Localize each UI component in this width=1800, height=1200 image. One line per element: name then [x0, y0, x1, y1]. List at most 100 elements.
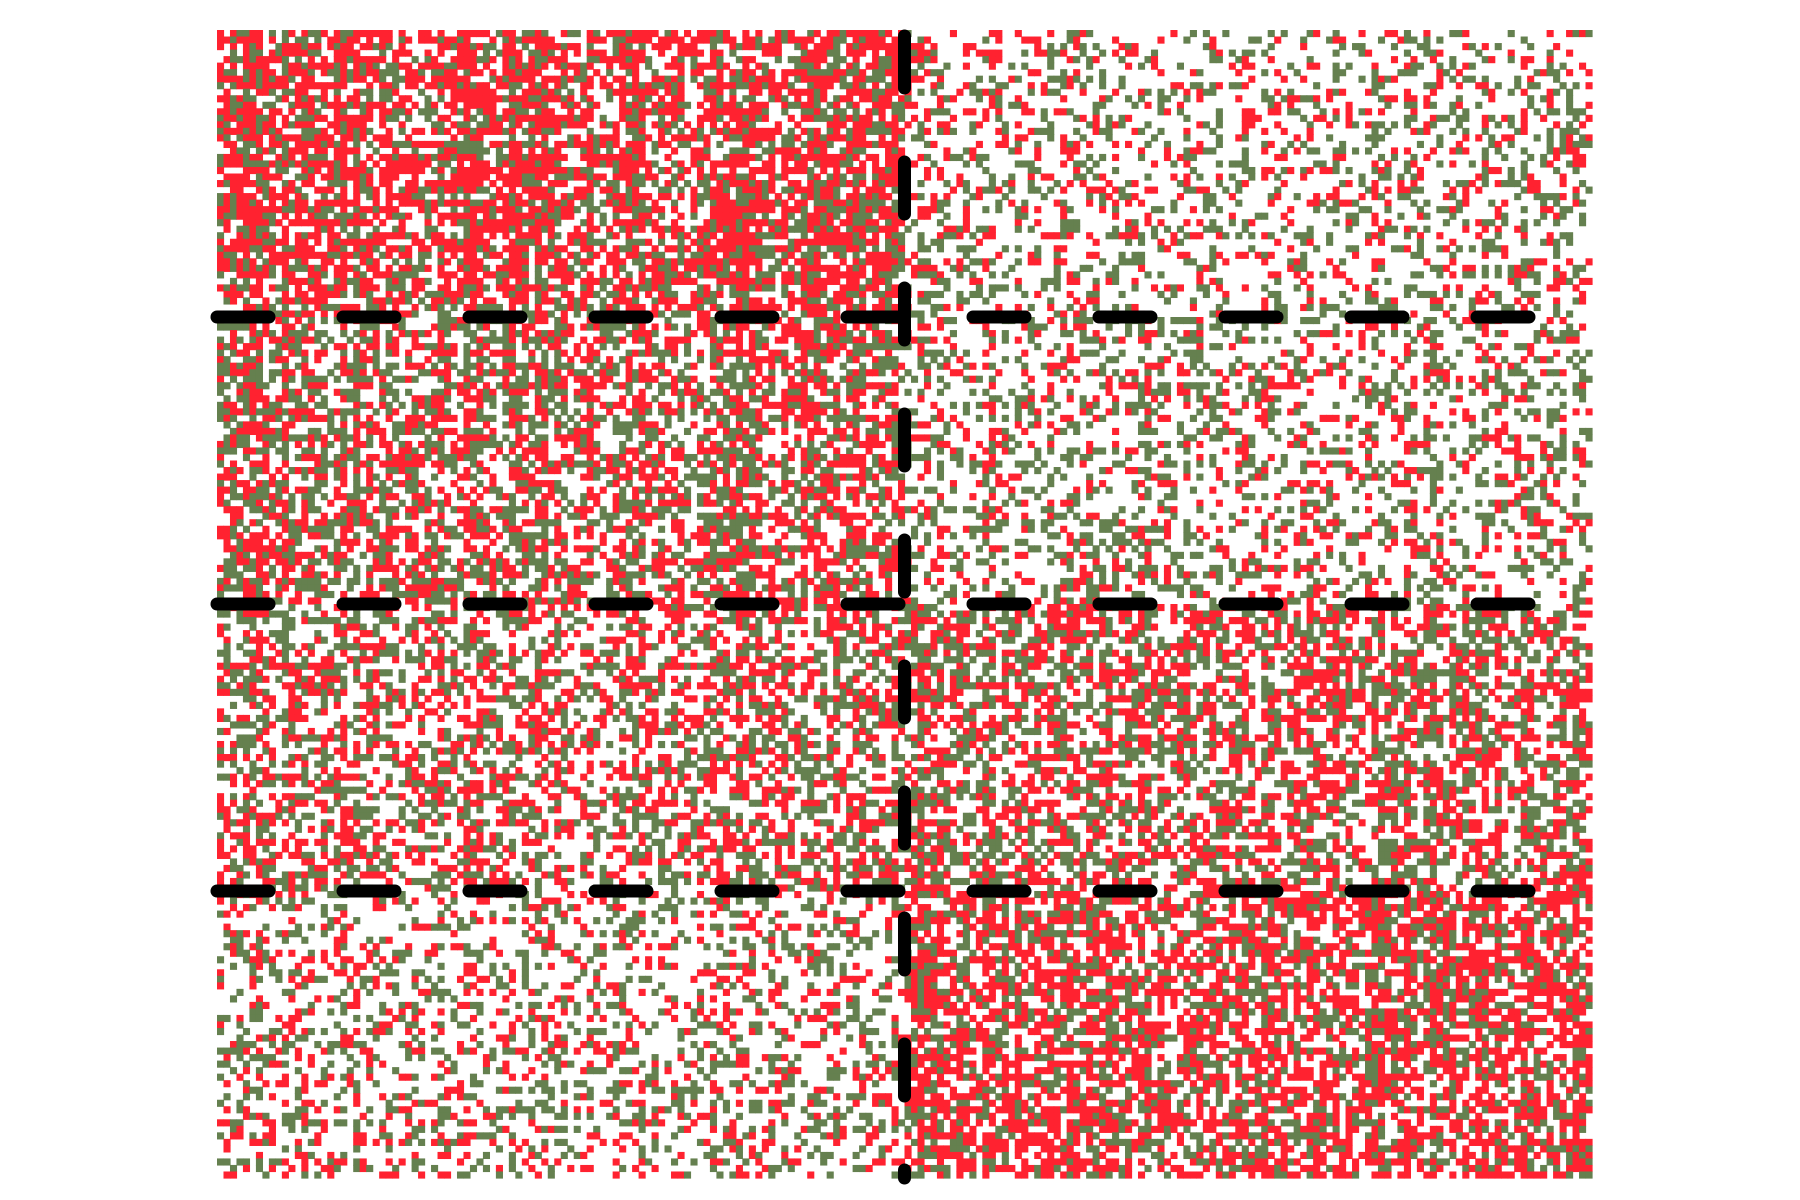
heatmap-cell: [294, 101, 302, 109]
heatmap-cell: [1566, 108, 1574, 116]
heatmap-cell: [1189, 297, 1197, 305]
heatmap-cell: [664, 297, 672, 305]
heatmap-cell: [1371, 140, 1379, 149]
heatmap-cell: [1306, 166, 1314, 175]
heatmap-cell: [1371, 69, 1379, 77]
heatmap-cell: [820, 251, 828, 259]
heatmap-cell: [431, 101, 439, 109]
heatmap-cell: [1449, 56, 1457, 64]
heatmap-cell: [975, 49, 983, 57]
heatmap-cell: [1319, 114, 1327, 122]
heatmap-cell: [1008, 180, 1016, 188]
heatmap-cell: [1040, 173, 1048, 181]
heatmap-cell: [885, 49, 893, 57]
heatmap-cell: [807, 251, 815, 259]
heatmap-cell: [1572, 82, 1580, 90]
heatmap-cell: [748, 36, 756, 44]
heatmap-cell: [820, 317, 828, 325]
heatmap-cell: [716, 173, 724, 181]
heatmap-cell: [742, 212, 750, 220]
heatmap-cell: [800, 43, 808, 51]
heatmap-cell: [229, 284, 238, 292]
heatmap-cell: [891, 186, 899, 194]
heatmap-cell: [1339, 69, 1347, 77]
heatmap-cell: [1014, 212, 1022, 220]
heatmap-cell: [541, 75, 549, 83]
heatmap-cell: [1436, 36, 1444, 44]
heatmap-cell: [255, 160, 264, 168]
heatmap-cell: [651, 140, 659, 149]
heatmap-cell: [703, 193, 711, 201]
heatmap-cell: [1176, 82, 1184, 90]
heatmap-cell: [1261, 258, 1269, 266]
heatmap-cell: [567, 88, 575, 96]
heatmap-cell: [1306, 225, 1314, 233]
heatmap-cell: [242, 199, 251, 207]
heatmap-cell: [431, 199, 439, 207]
heatmap-cell: [521, 251, 529, 259]
heatmap-cell: [1287, 88, 1295, 96]
heatmap-cell: [541, 193, 549, 201]
heatmap-cell: [1410, 69, 1418, 77]
heatmap-cell: [1501, 114, 1509, 122]
heatmap-cell: [1546, 95, 1554, 103]
heatmap-cell: [1520, 127, 1528, 135]
heatmap-cell: [275, 317, 283, 325]
heatmap-cell: [236, 108, 244, 116]
heatmap-cell: [346, 303, 354, 312]
heatmap-cell: [307, 43, 315, 51]
heatmap-cell: [333, 284, 341, 292]
heatmap-cell: [489, 108, 497, 116]
heatmap-cell: [1501, 134, 1509, 142]
heatmap-cell: [242, 140, 251, 149]
heatmap-cell: [1546, 69, 1554, 77]
heatmap-cell: [456, 180, 465, 188]
heatmap-cell: [580, 69, 588, 77]
heatmap-cell: [1112, 225, 1120, 233]
heatmap-cell: [515, 121, 523, 129]
heatmap-cell: [236, 271, 244, 279]
heatmap-cell: [515, 49, 523, 57]
heatmap-cell: [696, 297, 705, 305]
heatmap-cell: [1066, 75, 1074, 83]
heatmap-cell: [268, 193, 276, 201]
heatmap-cell: [658, 108, 666, 116]
heatmap-cell: [1585, 140, 1593, 149]
heatmap-cell: [1079, 180, 1087, 188]
heatmap-cell: [379, 43, 387, 51]
heatmap-cell: [346, 56, 354, 64]
heatmap-cell: [554, 245, 562, 253]
heatmap-cell: [910, 114, 919, 122]
heatmap-cell: [463, 62, 471, 70]
heatmap-cell: [1073, 114, 1081, 122]
heatmap-cell: [813, 140, 821, 149]
heatmap-cell: [683, 264, 692, 272]
heatmap-cell: [833, 127, 841, 135]
heatmap-cell: [476, 245, 484, 253]
heatmap-cell: [469, 134, 478, 142]
heatmap-cell: [794, 271, 802, 279]
heatmap-cell: [1196, 284, 1204, 292]
heatmap-cell: [1462, 219, 1470, 227]
heatmap-cell: [1520, 173, 1528, 181]
heatmap-cell: [1189, 232, 1197, 240]
heatmap-cell: [1021, 160, 1029, 168]
heatmap-cell: [554, 166, 562, 175]
heatmap-cell: [482, 303, 491, 312]
heatmap-cell: [476, 219, 484, 227]
heatmap-cell: [1306, 290, 1314, 299]
heatmap-cell: [904, 258, 912, 266]
heatmap-cell: [1527, 153, 1535, 162]
heatmap-cell: [975, 193, 983, 201]
heatmap-cell: [560, 49, 568, 57]
heatmap-cell: [1034, 206, 1042, 214]
heatmap-cell: [249, 36, 257, 44]
heatmap-cell: [359, 101, 367, 109]
heatmap-cell: [1189, 186, 1197, 194]
heatmap-cell: [340, 160, 348, 168]
heatmap-cell: [521, 173, 529, 181]
heatmap-cell: [878, 180, 886, 188]
heatmap-cell: [917, 297, 925, 305]
heatmap-cell: [872, 121, 880, 129]
heatmap-cell: [1053, 108, 1061, 116]
